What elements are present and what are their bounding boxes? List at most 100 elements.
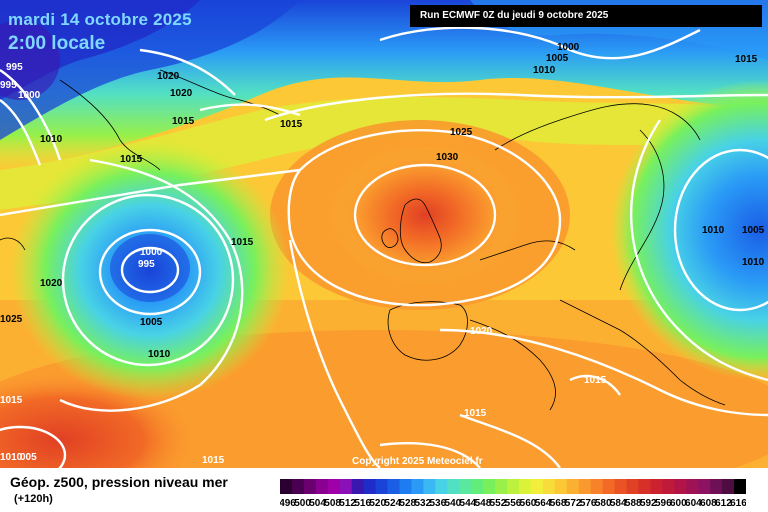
scale-label: 612 <box>715 498 732 508</box>
scale-swatch <box>590 479 604 494</box>
scale-label: 496 <box>280 498 296 508</box>
scale-swatch <box>399 479 412 494</box>
scale-label: 576 <box>580 498 597 508</box>
isobar-label: 995 <box>138 259 155 270</box>
scale-swatch <box>387 479 400 494</box>
isobar-label: 1015 <box>231 237 254 248</box>
scale-label: 596 <box>655 498 672 508</box>
isobar-label: 1010 <box>702 225 725 236</box>
scale-swatch <box>291 479 305 494</box>
run-info-banner: Run ECMWF 0Z du jeudi 9 octobre 2025 <box>410 5 762 27</box>
scale-label: 556 <box>505 498 522 508</box>
scale-swatch <box>650 479 663 494</box>
scale-label: 524 <box>384 498 401 508</box>
scale-label: 516 <box>354 498 371 508</box>
isobar-label-layer: 1000 1005 1010 1015 995 995 1000 1010 10… <box>0 42 765 466</box>
isobar-label: 995 <box>6 62 23 73</box>
isobar-label: 1005 <box>546 53 569 64</box>
scale-label: 588 <box>625 498 642 508</box>
isobar-label: 1005 <box>140 317 163 328</box>
geopotential-field: 1000 1005 1010 1015 995 995 1000 1010 10… <box>0 0 768 468</box>
isobar-label: 1020 <box>470 326 493 337</box>
scale-label: 532 <box>414 498 431 508</box>
scale-label: 604 <box>685 498 702 508</box>
scale-swatch <box>327 479 341 494</box>
polar-center <box>0 20 60 100</box>
lead-time: (+120h) <box>14 493 53 505</box>
scale-swatch <box>674 479 687 494</box>
scale-swatch <box>554 479 568 494</box>
ridge-core <box>330 145 520 285</box>
scale-swatch <box>614 479 628 494</box>
forecast-time-title: 2:00 locale <box>8 33 106 54</box>
scale-swatch <box>602 479 616 494</box>
isobar-label: 1015 <box>735 54 758 65</box>
scale-swatch <box>315 479 329 494</box>
isobar-label: 1025 <box>0 314 23 325</box>
isobar-label: 1010 <box>0 452 23 463</box>
scale-label: 500 <box>294 498 311 508</box>
scale-label: 572 <box>565 498 582 508</box>
parameter-title: Géop. z500, pression niveau mer <box>10 474 228 490</box>
isobar-label: 1020 <box>170 88 193 99</box>
scale-swatch <box>710 479 723 494</box>
scale-label: 616 <box>730 498 746 508</box>
scale-swatch <box>351 479 365 494</box>
scale-swatch <box>542 479 556 494</box>
isobars <box>0 26 768 468</box>
scale-label: 528 <box>399 498 416 508</box>
scale-label: 544 <box>460 498 477 508</box>
scale-label: 584 <box>610 498 627 508</box>
isobar-label: 1015 <box>120 154 143 165</box>
polar-core <box>0 0 200 100</box>
isobar-label: 1015 <box>0 395 23 406</box>
isobar-label: 1010 <box>533 65 556 76</box>
scale-swatch <box>303 479 317 494</box>
copyright-text: Copyright 2025 Meteociel.fr <box>352 456 483 467</box>
scale-label: 520 <box>369 498 386 508</box>
isobar-label: 1015 <box>172 116 195 127</box>
isobar-label: 1000 <box>557 42 580 53</box>
scale-swatch <box>686 479 699 494</box>
mid-belt <box>0 97 768 210</box>
scale-swatch <box>459 479 472 494</box>
isobar-label: 1015 <box>584 375 607 386</box>
scale-label: 508 <box>324 498 341 508</box>
scale-label: 608 <box>700 498 717 508</box>
scale-label: 592 <box>640 498 657 508</box>
scale-swatch <box>411 479 424 494</box>
isobar-label: 1015 <box>280 119 303 130</box>
isobar-label: 1030 <box>436 152 459 163</box>
scale-label: 548 <box>475 498 492 508</box>
isobar-label: 1015 <box>464 408 487 419</box>
scale-label: 512 <box>339 498 356 508</box>
scale-swatch <box>507 479 520 494</box>
scale-swatch <box>698 479 711 494</box>
isobar-label: 1020 <box>157 71 180 82</box>
scale-swatch <box>578 479 592 494</box>
forecast-date-title: mardi 14 octobre 2025 <box>8 10 192 29</box>
isobar-label: 1015 <box>202 455 225 466</box>
scale-swatch <box>447 479 460 494</box>
color-scale-legend: 4965005045085125165205245285325365405445… <box>280 479 746 508</box>
isobar-label: 995 <box>0 80 17 91</box>
scale-swatch <box>638 479 651 494</box>
run-info-text: Run ECMWF 0Z du jeudi 9 octobre 2025 <box>420 10 609 21</box>
scale-swatch <box>734 479 746 494</box>
scale-swatch <box>280 479 293 494</box>
isobar-label: 1000 <box>140 247 163 258</box>
scale-label: 568 <box>550 498 567 508</box>
scale-swatch <box>423 479 436 494</box>
scale-swatch <box>626 479 639 494</box>
scale-label: 560 <box>520 498 537 508</box>
scale-swatch <box>662 479 675 494</box>
scale-swatch <box>363 479 377 494</box>
coastlines <box>0 69 726 411</box>
scale-swatch <box>722 479 735 494</box>
scale-swatch <box>483 479 496 494</box>
scale-swatch <box>566 479 580 494</box>
scale-swatch <box>435 479 448 494</box>
scale-swatch <box>530 479 544 494</box>
scale-label: 540 <box>445 498 462 508</box>
isobar-label: 1010 <box>40 134 63 145</box>
